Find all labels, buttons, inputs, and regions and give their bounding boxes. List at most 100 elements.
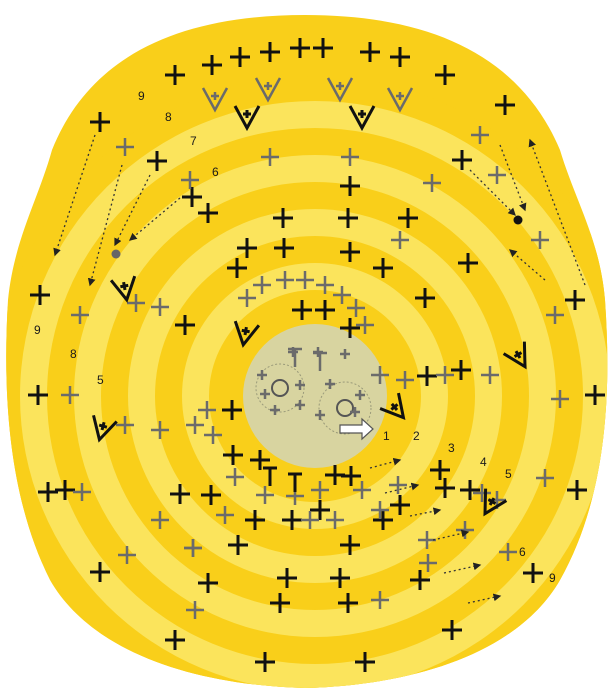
single-crochet-icon [28,385,48,405]
increase-icon [386,87,414,113]
single-crochet-icon [435,65,455,85]
direction-arrow [129,197,181,241]
single-crochet-icon [181,171,199,189]
single-crochet-icon [338,208,358,228]
increase-icon [233,105,261,132]
single-crochet-icon [201,485,221,505]
single-crochet-icon [390,495,410,515]
single-crochet-icon [151,298,169,316]
direction-arrow [384,482,420,494]
single-crochet-icon [373,510,393,530]
single-crochet-icon [71,306,89,324]
single-crochet-icon [228,535,248,555]
direction-arrow [432,529,470,541]
single-crochet-icon [184,539,202,557]
single-crochet-icon [340,176,360,196]
single-crochet-icon [270,405,280,415]
single-crochet-icon [116,416,134,434]
increase-icon [483,488,508,517]
ring-right-dashed [318,381,372,435]
single-crochet-icon [73,483,91,501]
label-left-mid-8: 8 [70,347,77,361]
single-crochet-icon [270,593,290,613]
single-crochet-icon [481,366,499,384]
half-double-icon [288,472,302,492]
single-crochet-icon [436,366,454,384]
single-crochet-icon [245,510,265,530]
increase-icon [502,341,527,370]
single-crochet-icon [175,315,195,335]
single-crochet-icon [151,511,169,529]
direction-arrow [443,562,482,574]
direction-arrow [87,164,123,287]
single-crochet-icon [260,42,280,62]
label-left-mid-9: 9 [34,323,41,337]
direction-arrow [114,174,151,247]
single-crochet-icon [253,276,271,294]
single-crochet-icon [198,401,216,419]
single-crochet-icon [198,203,218,223]
single-crochet-icon [310,500,330,520]
single-crochet-icon [186,416,204,434]
single-crochet-icon [417,366,437,386]
single-crochet-icon [373,258,393,278]
single-crochet-icon [488,166,506,184]
single-crochet-icon [38,482,58,502]
single-crochet-icon [391,231,409,249]
single-crochet-icon [355,652,375,672]
single-crochet-icon [116,138,134,156]
single-crochet-icon [237,238,257,258]
direction-arrow [409,507,442,517]
single-crochet-icon [347,299,365,317]
label-right-9: 9 [549,571,556,585]
label-left-top-8: 8 [165,110,172,124]
single-crochet-icon [255,652,275,672]
single-crochet-icon [238,289,256,307]
single-crochet-icon [204,426,222,444]
end-marker-dot-grey [111,249,121,259]
increase-icon [92,414,118,443]
single-crochet-icon [371,501,389,519]
single-crochet-icon [292,300,312,320]
direction-arrow [369,457,402,469]
single-crochet-icon [460,480,480,500]
single-crochet-icon [531,231,549,249]
single-crochet-icon [230,47,250,67]
label-left-mid-5: 5 [97,373,104,387]
single-crochet-icon [415,288,435,308]
single-crochet-icon [30,285,50,305]
single-crochet-icon [340,242,360,262]
increase-icon [348,105,376,132]
start-arrow-icon [339,417,374,441]
single-crochet-icon [277,568,297,588]
single-crochet-icon [226,468,244,486]
single-crochet-icon [282,510,302,530]
single-crochet-icon [340,535,360,555]
ring-left-dashed [255,363,305,413]
single-crochet-icon [473,484,491,502]
single-crochet-icon [165,65,185,85]
single-crochet-icon [451,360,471,380]
single-crochet-icon [551,390,569,408]
single-crochet-icon [261,148,279,166]
single-crochet-icon [274,238,294,258]
single-crochet-icon [90,562,110,582]
direction-arrow [467,593,502,604]
single-crochet-icon [326,511,344,529]
single-crochet-icon [338,593,358,613]
single-crochet-icon [165,630,185,650]
single-crochet-icon [325,379,335,389]
label-left-top-7: 7 [190,134,197,148]
label-right-2: 2 [413,429,420,443]
single-crochet-icon [295,400,305,410]
single-crochet-icon [452,150,472,170]
half-double-icon [288,347,302,367]
single-crochet-icon [301,511,319,529]
single-crochet-icon [170,484,190,504]
single-crochet-icon [546,306,564,324]
single-crochet-icon [536,469,554,487]
label-right-3: 3 [448,441,455,455]
single-crochet-icon [340,318,360,338]
single-crochet-icon [295,380,305,390]
